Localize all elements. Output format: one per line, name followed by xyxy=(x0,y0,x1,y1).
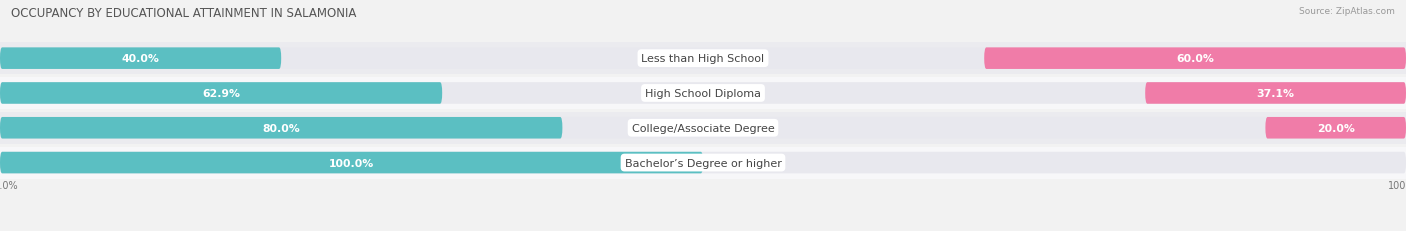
FancyBboxPatch shape xyxy=(984,48,1406,70)
Text: 37.1%: 37.1% xyxy=(1257,88,1295,99)
FancyBboxPatch shape xyxy=(1265,118,1406,139)
Text: Source: ZipAtlas.com: Source: ZipAtlas.com xyxy=(1299,7,1395,16)
Bar xyxy=(0,147,1406,179)
Text: 80.0%: 80.0% xyxy=(263,123,299,133)
Bar xyxy=(0,112,1406,144)
Text: High School Diploma: High School Diploma xyxy=(645,88,761,99)
Text: College/Associate Degree: College/Associate Degree xyxy=(631,123,775,133)
Text: 60.0%: 60.0% xyxy=(1177,54,1213,64)
FancyBboxPatch shape xyxy=(0,118,1406,139)
FancyBboxPatch shape xyxy=(1144,83,1406,104)
Text: 40.0%: 40.0% xyxy=(122,54,159,64)
FancyBboxPatch shape xyxy=(0,83,1406,104)
FancyBboxPatch shape xyxy=(0,152,703,174)
Text: 100.0%: 100.0% xyxy=(329,158,374,168)
Text: OCCUPANCY BY EDUCATIONAL ATTAINMENT IN SALAMONIA: OCCUPANCY BY EDUCATIONAL ATTAINMENT IN S… xyxy=(11,7,357,20)
FancyBboxPatch shape xyxy=(0,118,562,139)
Text: Less than High School: Less than High School xyxy=(641,54,765,64)
Text: 100.0%: 100.0% xyxy=(1388,180,1406,190)
Text: 100.0%: 100.0% xyxy=(0,180,18,190)
Text: 20.0%: 20.0% xyxy=(1317,123,1354,133)
Text: 62.9%: 62.9% xyxy=(202,88,240,99)
Bar xyxy=(0,78,1406,109)
Text: Bachelor’s Degree or higher: Bachelor’s Degree or higher xyxy=(624,158,782,168)
FancyBboxPatch shape xyxy=(0,152,1406,174)
FancyBboxPatch shape xyxy=(0,48,1406,70)
FancyBboxPatch shape xyxy=(0,48,281,70)
Bar xyxy=(0,43,1406,75)
FancyBboxPatch shape xyxy=(0,83,441,104)
